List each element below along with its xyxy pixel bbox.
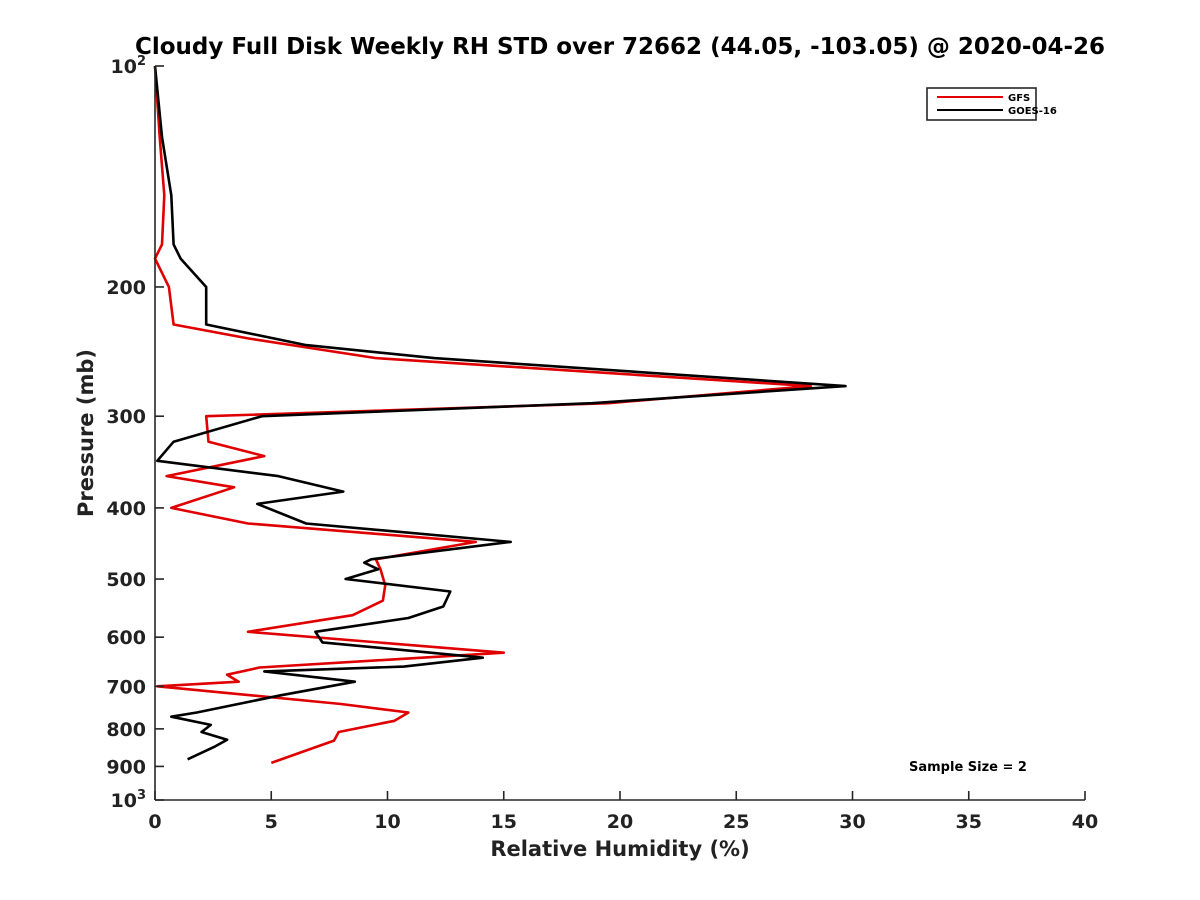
x-tick-label: 15 (491, 811, 517, 833)
x-tick-label: 20 (607, 811, 633, 833)
legend-box (926, 87, 1037, 121)
series-line-goes-16 (153, 65, 847, 761)
x-tick-label: 5 (265, 811, 278, 833)
series-layer (153, 65, 847, 765)
y-tick-label: 300 (106, 406, 146, 428)
y-axis-label: Pressure (mb) (74, 349, 98, 517)
chart-title: Cloudy Full Disk Weekly RH STD over 7266… (135, 34, 1105, 60)
x-axis-label: Relative Humidity (%) (490, 837, 749, 861)
x-tick-label: 40 (1072, 811, 1098, 833)
x-tick-label: 0 (148, 811, 161, 833)
series-line-gfs (153, 65, 812, 765)
y-tick-label: 102 (111, 54, 147, 78)
legend-label-gfs: GFS (1008, 93, 1030, 104)
y-tick-label: 103 (111, 788, 147, 812)
x-tick-label: 30 (839, 811, 865, 833)
y-tick-label: 900 (106, 756, 146, 778)
legend: GFS GOES-16 (926, 87, 1057, 121)
x-tick-label: 10 (374, 811, 400, 833)
y-tick-label: 500 (106, 569, 146, 591)
sample-size-annotation: Sample Size = 2 (909, 760, 1027, 775)
axes (154, 66, 1085, 801)
y-tick-label: 800 (106, 719, 146, 741)
y-ticks: 102 200 300 400 500 600 700 800 900 103 (106, 54, 164, 812)
y-tick-label: 700 (106, 676, 146, 698)
y-tick-label: 400 (106, 498, 146, 520)
y-tick-label: 200 (106, 277, 146, 299)
legend-label-goes: GOES-16 (1008, 106, 1057, 117)
x-tick-label: 25 (723, 811, 749, 833)
x-tick-label: 35 (956, 811, 982, 833)
x-ticks: 0 5 10 15 20 25 30 35 40 (148, 791, 1098, 833)
y-tick-label: 600 (106, 627, 146, 649)
